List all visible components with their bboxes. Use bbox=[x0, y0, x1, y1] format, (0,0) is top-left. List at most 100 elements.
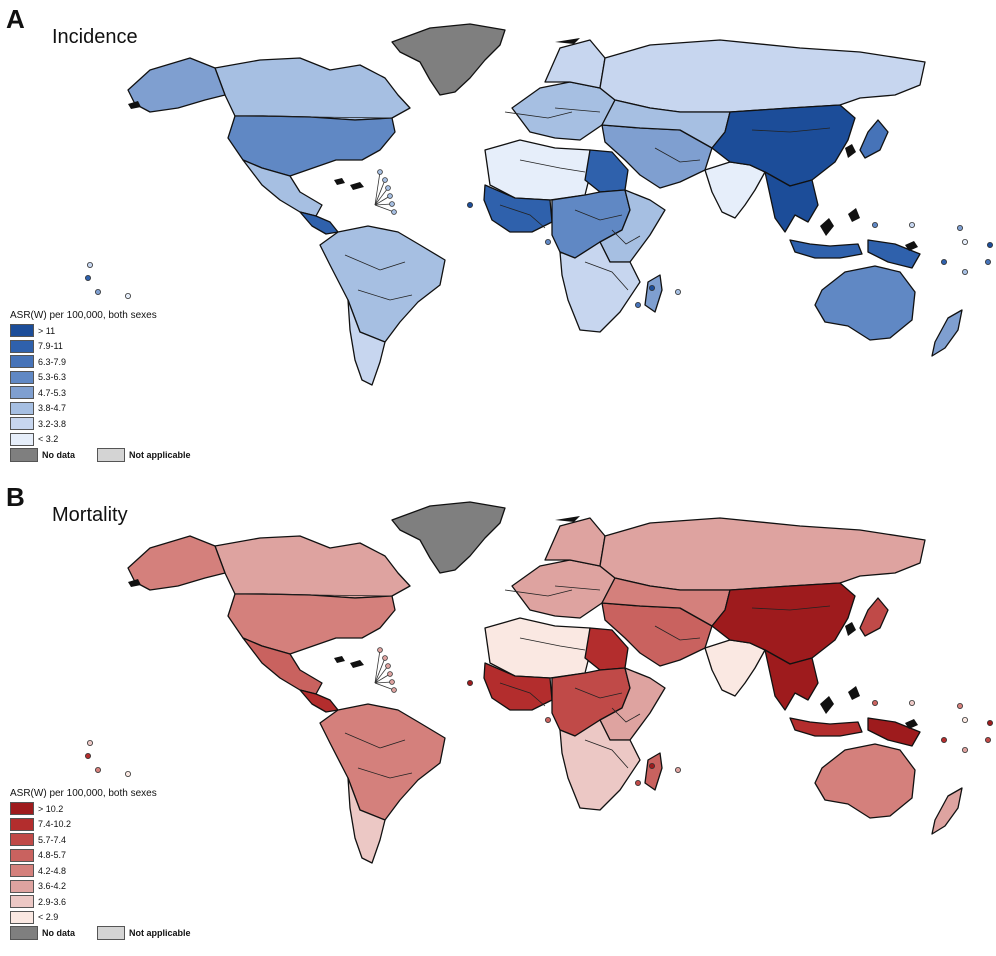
legend-item: 6.3-7.9 bbox=[10, 354, 240, 370]
legend-item: > 10.2 bbox=[10, 801, 240, 817]
island-leader-line bbox=[374, 649, 381, 684]
small-island bbox=[350, 182, 364, 190]
island-marker bbox=[382, 655, 388, 661]
island-marker bbox=[95, 288, 102, 295]
region-southeast-asia bbox=[764, 171, 819, 233]
island-marker bbox=[85, 752, 92, 759]
small-island bbox=[905, 719, 918, 729]
region-new-zealand bbox=[931, 787, 963, 835]
island-leader-line bbox=[374, 681, 393, 684]
legend-item: < 3.2 bbox=[10, 432, 240, 448]
country-border bbox=[344, 254, 406, 271]
legend-swatch bbox=[10, 802, 34, 816]
legend-swatch bbox=[10, 879, 34, 893]
region-southern-africa bbox=[559, 241, 641, 333]
island-marker bbox=[957, 702, 964, 709]
panel-title: Incidence bbox=[52, 26, 138, 48]
region-mexico bbox=[242, 637, 323, 695]
island-leader-line bbox=[374, 665, 389, 684]
region-scandinavia bbox=[544, 517, 606, 567]
island-marker bbox=[87, 261, 94, 268]
legend-item: 4.2-4.8 bbox=[10, 863, 240, 879]
legend-swatch bbox=[10, 910, 34, 924]
legend-label: 5.7-7.4 bbox=[38, 834, 67, 845]
not-applicable-label: Not applicable bbox=[129, 928, 191, 938]
legend-label: < 3.2 bbox=[38, 434, 59, 445]
island-marker bbox=[389, 201, 395, 207]
island-marker bbox=[387, 671, 393, 677]
small-island bbox=[845, 622, 856, 636]
world-map-incidence bbox=[85, 23, 994, 386]
no-data-label: No data bbox=[42, 450, 76, 460]
region-alaska bbox=[127, 535, 226, 591]
island-marker bbox=[87, 739, 94, 746]
country-border bbox=[499, 204, 546, 229]
region-indonesia bbox=[789, 239, 863, 259]
legend-swatch bbox=[10, 833, 34, 847]
island-marker bbox=[985, 736, 992, 743]
island-marker bbox=[125, 292, 132, 299]
island-marker bbox=[962, 268, 969, 275]
region-australia bbox=[814, 743, 916, 819]
island-marker bbox=[466, 201, 473, 208]
legend-swatch bbox=[10, 817, 34, 831]
region-scandinavia bbox=[544, 39, 606, 89]
small-island bbox=[334, 656, 345, 663]
region-indonesia bbox=[789, 717, 863, 737]
no-data-swatch bbox=[10, 926, 38, 940]
not-applicable-swatch bbox=[97, 448, 126, 462]
island-marker bbox=[872, 221, 879, 228]
island-marker bbox=[389, 679, 395, 685]
country-border bbox=[234, 593, 393, 597]
country-border bbox=[654, 147, 701, 163]
no-data-label: No data bbox=[42, 928, 76, 938]
legend-label: 3.2-3.8 bbox=[38, 418, 67, 429]
island-marker bbox=[941, 258, 948, 265]
legend-rows: > 10.2 7.4-10.2 5.7-7.4 4.8-5.7 4.2-4.8 3.6-4… bbox=[10, 801, 240, 925]
legend-item: 2.9-3.6 bbox=[10, 894, 240, 910]
country-border bbox=[751, 605, 831, 611]
legend-swatch bbox=[10, 386, 34, 400]
legend-swatch bbox=[10, 432, 34, 446]
island-marker bbox=[85, 274, 92, 281]
small-island bbox=[848, 686, 860, 700]
legend-extra: No data Not applicable bbox=[10, 448, 213, 462]
small-island bbox=[555, 38, 580, 44]
legend-swatch bbox=[10, 864, 34, 878]
island-leader-line bbox=[374, 203, 393, 206]
island-marker bbox=[385, 663, 391, 669]
island-leader-line bbox=[374, 195, 391, 206]
legend-label: 3.6-4.2 bbox=[38, 881, 67, 892]
region-new-guinea bbox=[867, 717, 921, 747]
legend-label: 4.2-4.8 bbox=[38, 865, 67, 876]
legend-swatch bbox=[10, 401, 34, 415]
region-greenland bbox=[391, 501, 506, 574]
island-marker bbox=[391, 687, 397, 693]
panel-mortality: B Mortality ASR(W) per 100,000, both sex… bbox=[0, 478, 996, 956]
country-border bbox=[357, 767, 413, 779]
island-leader-line bbox=[374, 187, 389, 206]
world-map-mortality bbox=[85, 501, 994, 864]
small-island bbox=[820, 696, 834, 714]
legend-label: 6.3-7.9 bbox=[38, 356, 67, 367]
small-island bbox=[128, 101, 141, 109]
legend-label: 2.9-3.6 bbox=[38, 896, 67, 907]
legend-label: > 11 bbox=[38, 325, 56, 336]
small-island bbox=[848, 208, 860, 222]
country-border bbox=[519, 637, 586, 651]
region-india bbox=[704, 639, 766, 697]
region-europe bbox=[511, 81, 616, 141]
country-border bbox=[584, 739, 629, 769]
region-north-africa bbox=[484, 617, 591, 679]
small-island bbox=[334, 178, 345, 185]
island-marker bbox=[466, 679, 473, 686]
country-border bbox=[234, 115, 393, 119]
island-marker bbox=[675, 288, 682, 295]
country-border bbox=[504, 589, 573, 597]
region-canada bbox=[214, 535, 411, 599]
no-data-swatch bbox=[10, 448, 38, 462]
legend-swatch bbox=[10, 848, 34, 862]
island-marker bbox=[962, 716, 969, 723]
legend-label: 3.8-4.7 bbox=[38, 403, 67, 414]
region-north-africa bbox=[484, 139, 591, 201]
